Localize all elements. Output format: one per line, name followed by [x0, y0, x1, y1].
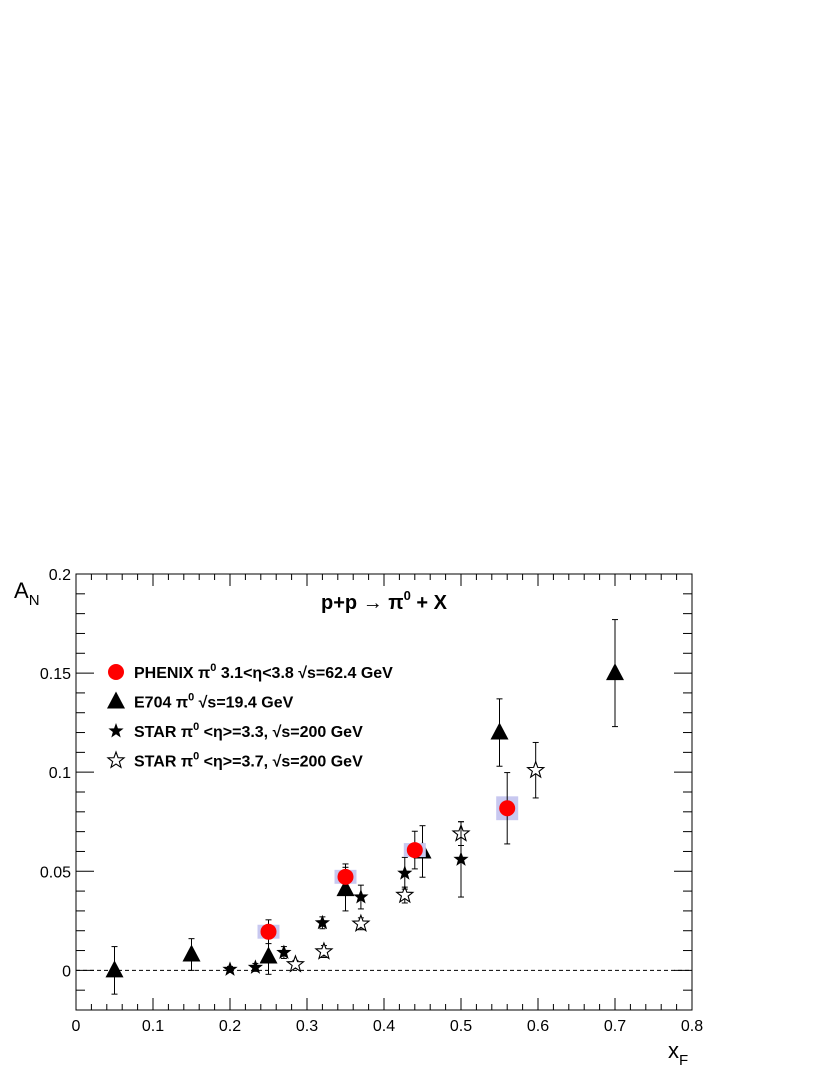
legend-label-part: PHENIX π	[134, 665, 210, 682]
y-axis-title-sub: N	[29, 592, 40, 609]
legend-item: PHENIX π0 3.1<η<3.8 √s=62.4 GeV	[108, 662, 393, 682]
x-tick-label: 0.3	[296, 1018, 318, 1035]
legend-marker	[106, 750, 126, 769]
data-point	[351, 913, 371, 932]
data-point	[285, 954, 306, 973]
chart-title-part: p+p → π	[321, 592, 404, 614]
y-tick-label: 0.2	[49, 567, 71, 584]
data-point	[606, 663, 624, 681]
legend-item: STAR π0 <η>=3.7, √s=200 GeV	[106, 750, 363, 771]
data-point	[260, 923, 277, 940]
data-point	[222, 961, 238, 976]
series-star-filled	[222, 821, 469, 976]
y-tick-label: 0.05	[40, 864, 71, 881]
x-tick-label: 0.7	[604, 1018, 626, 1035]
legend-label-part: √s=19.4 GeV	[194, 695, 293, 712]
chart-title: p+p → π0 + X	[321, 588, 448, 614]
data-point	[499, 800, 516, 817]
data-point	[526, 760, 546, 779]
y-axis-title: AN	[14, 578, 40, 609]
legend-label: STAR π0 <η>=3.3, √s=200 GeV	[134, 721, 363, 741]
legend-item: STAR π0 <η>=3.3, √s=200 GeV	[108, 721, 363, 741]
data-point	[353, 889, 369, 904]
data-series	[105, 619, 624, 995]
data-point	[337, 868, 354, 885]
chart-title-sup: 0	[404, 588, 411, 603]
legend-label-sup: 0	[188, 692, 194, 704]
x-tick-label: 0.1	[142, 1018, 164, 1035]
legend-label-part: 3.1<η<3.8 √s=62.4 GeV	[216, 665, 393, 682]
y-tick-label: 0.1	[49, 765, 71, 782]
series-circle	[257, 772, 519, 945]
x-tick-label: 0	[72, 1018, 81, 1035]
chart-title-part: + X	[411, 592, 448, 614]
plot-frame	[75, 573, 693, 1011]
x-axis-title-sub: F	[679, 1052, 688, 1069]
legend-label: PHENIX π0 3.1<η<3.8 √s=62.4 GeV	[134, 662, 393, 682]
x-tick-label: 0.6	[527, 1018, 549, 1035]
y-tick-label: 0	[62, 963, 71, 980]
legend-label-sup: 0	[210, 662, 216, 674]
x-tick-label: 0.8	[681, 1018, 703, 1035]
y-tick-label: 0.15	[40, 666, 71, 683]
x-axis-title-main: x	[668, 1038, 679, 1063]
legend-label: STAR π0 <η>=3.7, √s=200 GeV	[134, 751, 363, 771]
legend-label-part: STAR π	[134, 724, 193, 741]
data-point	[453, 851, 469, 866]
legend-label-part: STAR π	[134, 754, 193, 771]
data-point	[314, 914, 331, 930]
legend-marker	[108, 664, 124, 680]
data-point	[182, 944, 201, 962]
x-tick-label: 0.5	[450, 1018, 472, 1035]
y-axis-title-main: A	[14, 578, 29, 603]
data-point	[490, 722, 509, 740]
legend-marker	[107, 691, 125, 709]
axis-ticks	[75, 573, 693, 1011]
legend-item: E704 π0 √s=19.4 GeV	[107, 691, 294, 712]
legend-label-sup: 0	[193, 751, 199, 763]
legend-label-part: E704 π	[134, 695, 188, 712]
data-point	[247, 959, 264, 974]
x-tick-label: 0.2	[219, 1018, 241, 1035]
x-axis-title: xF	[668, 1038, 688, 1069]
data-point	[395, 884, 415, 904]
data-point	[259, 946, 278, 964]
x-tick-label: 0.4	[373, 1018, 395, 1035]
data-point	[397, 865, 413, 880]
legend-label: E704 π0 √s=19.4 GeV	[134, 692, 294, 712]
legend-label-part: <η>=3.3, √s=200 GeV	[199, 724, 363, 741]
legend-label-part: <η>=3.7, √s=200 GeV	[199, 754, 363, 771]
axis-tick-labels: 0 0.1 0.2 0.3 0.4 0.5 0.6 0.7 0.8 0 0.05 0.1 0.15 0.2	[40, 567, 703, 1035]
data-point	[105, 960, 124, 978]
data-point	[314, 941, 334, 960]
legend-marker	[108, 723, 124, 738]
legend-label-sup: 0	[193, 721, 199, 733]
data-point	[276, 944, 292, 959]
data-point	[406, 842, 423, 859]
